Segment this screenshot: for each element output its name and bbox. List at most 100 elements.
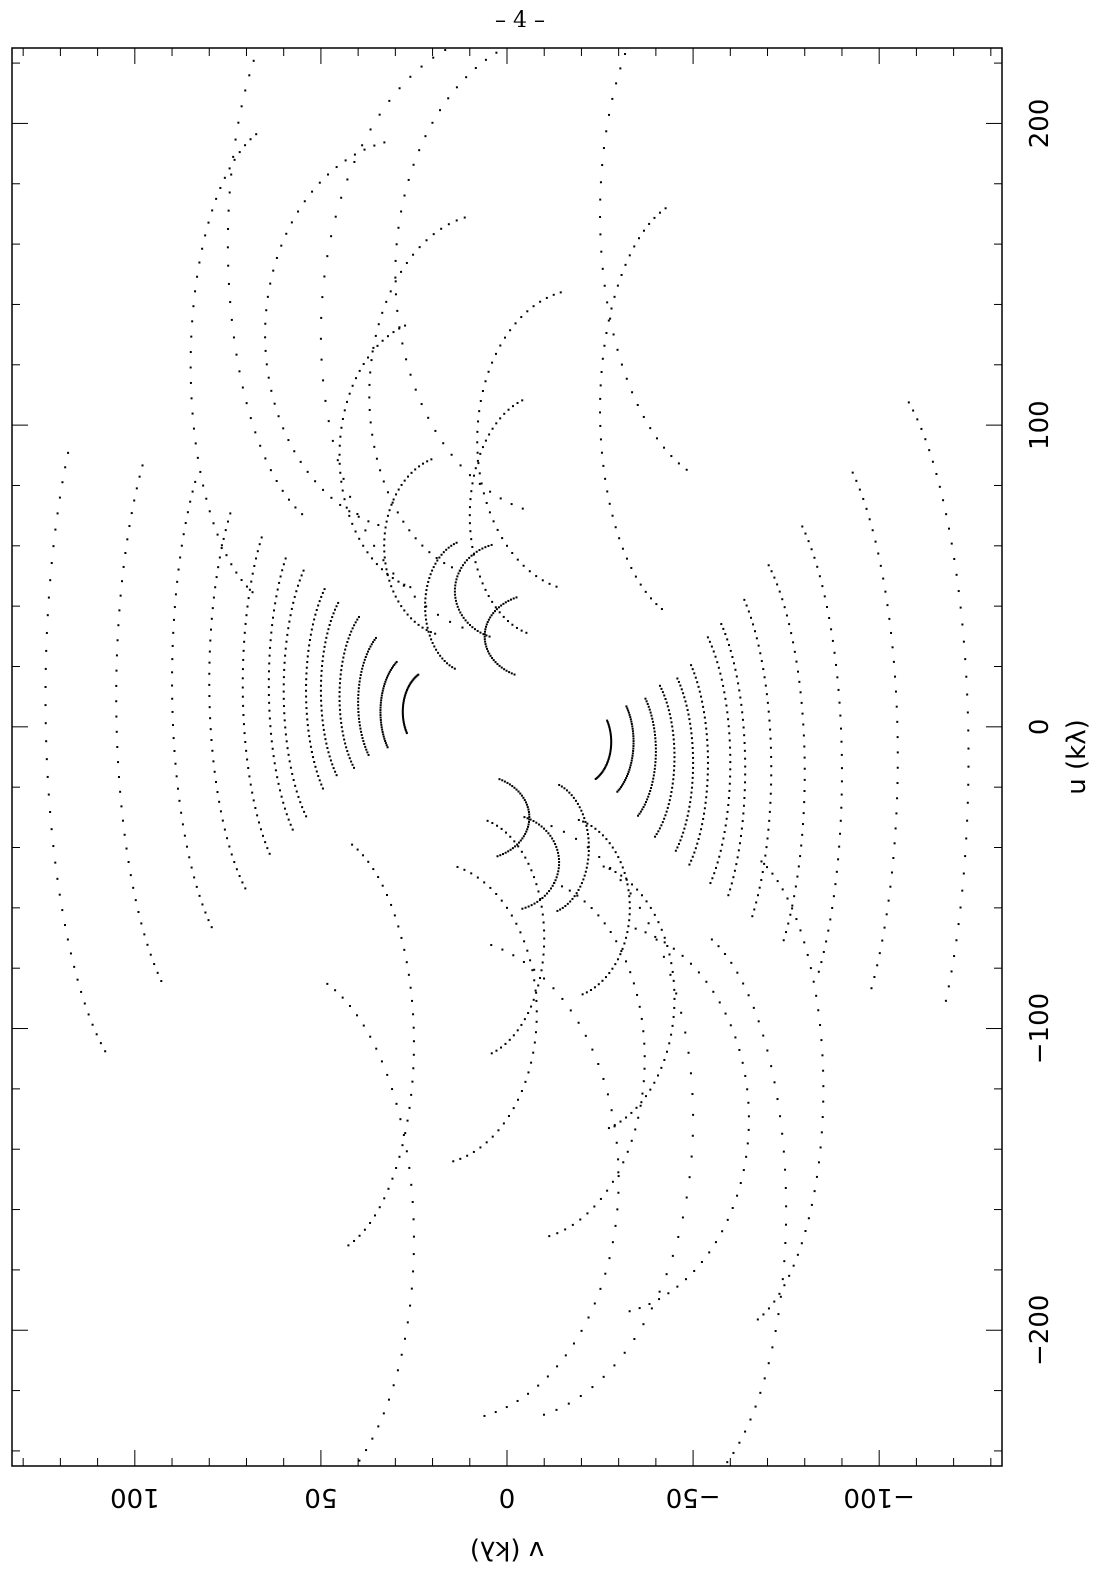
uv-point xyxy=(460,566,463,569)
uv-point xyxy=(188,856,191,859)
uv-point xyxy=(282,690,285,693)
uv-point xyxy=(387,672,390,675)
uv-point xyxy=(459,464,462,467)
uv-point xyxy=(736,856,739,859)
uv-point xyxy=(249,138,252,141)
uv-point xyxy=(282,697,285,700)
uv-point xyxy=(508,1038,511,1041)
uv-point xyxy=(581,993,584,996)
uv-point xyxy=(630,759,633,762)
uv-point xyxy=(388,509,391,512)
uv-point xyxy=(293,595,296,598)
uv-point xyxy=(242,658,245,661)
uv-point xyxy=(610,737,613,740)
uv-point xyxy=(703,812,706,815)
uv-point xyxy=(767,828,770,831)
u-tick-label: 200 xyxy=(1025,99,1055,149)
uv-point xyxy=(606,721,609,724)
uv-point xyxy=(487,370,490,373)
uv-point xyxy=(684,823,687,826)
uv-point xyxy=(567,1402,570,1405)
uv-point xyxy=(840,780,843,783)
uv-point xyxy=(613,1364,616,1367)
uv-point xyxy=(340,480,343,483)
uv-point xyxy=(478,575,481,578)
uv-point xyxy=(211,209,214,212)
uv-point xyxy=(469,530,472,533)
uv-point xyxy=(425,622,428,625)
uv-point xyxy=(44,667,47,670)
uv-point xyxy=(479,631,482,634)
uv-point xyxy=(488,635,491,638)
uv-point xyxy=(285,740,288,743)
uv-point xyxy=(212,760,215,763)
uv-point xyxy=(601,834,604,837)
uv-point xyxy=(690,737,693,740)
uv-point xyxy=(625,777,628,780)
uv-point xyxy=(458,569,461,572)
uv-point xyxy=(517,1098,520,1101)
uv-point xyxy=(274,769,277,772)
uv-point xyxy=(769,792,772,795)
uv-point xyxy=(629,716,632,719)
uv-point xyxy=(675,992,678,995)
uv-point xyxy=(424,593,427,596)
uv-point xyxy=(953,955,956,958)
uv-point xyxy=(412,1218,415,1221)
uv-point xyxy=(637,814,640,817)
uv-point xyxy=(689,962,692,965)
uv-point xyxy=(183,834,186,837)
uv-point xyxy=(287,753,290,756)
uv-point xyxy=(407,686,410,689)
uv-point xyxy=(216,791,219,794)
uv-point xyxy=(299,801,302,804)
uv-point xyxy=(87,1013,90,1016)
uv-point xyxy=(701,823,704,826)
uv-point xyxy=(701,700,704,703)
uv-point xyxy=(628,907,631,910)
uv-point xyxy=(460,614,463,617)
uv-point xyxy=(463,216,466,219)
uv-point xyxy=(628,768,631,771)
uv-point xyxy=(557,870,560,873)
uv-point xyxy=(351,522,354,525)
uv-point xyxy=(693,851,696,854)
uv-point xyxy=(270,631,273,634)
uv-point xyxy=(931,460,934,463)
uv-point xyxy=(334,215,337,218)
uv-point xyxy=(658,211,661,214)
uv-point xyxy=(540,905,543,908)
uv-point xyxy=(651,720,654,723)
uv-point xyxy=(320,674,323,677)
uv-point xyxy=(382,733,385,736)
uv-point xyxy=(257,821,260,824)
uv-point xyxy=(383,556,386,559)
uv-point xyxy=(449,620,452,623)
uv-point xyxy=(498,611,501,614)
uv-point xyxy=(636,403,639,406)
uv-point xyxy=(671,970,674,973)
uv-point xyxy=(363,658,366,661)
uv-point xyxy=(338,444,341,447)
uv-point xyxy=(350,760,353,763)
uv-point xyxy=(602,1077,605,1080)
uv-point xyxy=(645,700,648,703)
uv-point xyxy=(400,210,403,213)
uv-point xyxy=(548,890,551,893)
uv-point xyxy=(593,986,596,989)
uv-point xyxy=(400,483,403,486)
uv-point xyxy=(322,724,325,727)
uv-point xyxy=(412,253,415,256)
uv-point xyxy=(673,747,676,750)
uv-point xyxy=(424,601,427,604)
uv-point xyxy=(202,484,205,487)
uv-point xyxy=(728,739,731,742)
uv-point xyxy=(764,854,767,857)
uv-point xyxy=(180,811,183,814)
uv-point xyxy=(649,711,652,714)
uv-point xyxy=(896,766,899,769)
uv-point xyxy=(442,442,445,445)
uv-point xyxy=(128,525,131,528)
uv-point xyxy=(192,427,195,430)
uv-point xyxy=(556,848,559,851)
